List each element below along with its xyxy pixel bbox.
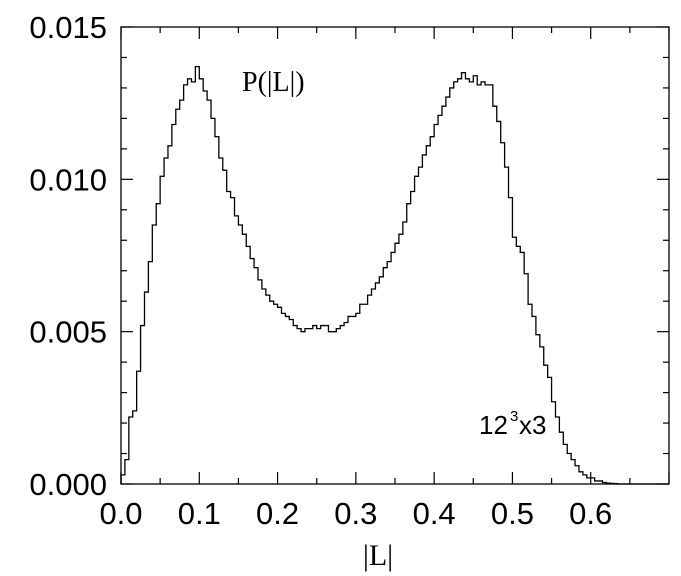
x-tick-label: 0.2: [256, 496, 299, 531]
lattice-size-label: 12 3 x3: [479, 408, 546, 440]
histogram-step-line: [120, 65, 669, 485]
x-tick-label: 0.6: [569, 496, 612, 531]
x-tick-label: 0.3: [334, 496, 377, 531]
plot-frame: [120, 26, 670, 485]
y-tick-label: 0.000: [29, 467, 107, 502]
x-tick-label: 0.4: [413, 496, 456, 531]
curve-label: P(|L|): [242, 67, 305, 98]
y-tick-label: 0.010: [29, 162, 107, 197]
x-tick-label: 0.5: [491, 496, 534, 531]
tick-labels: 0.0 0.1 0.2 0.3 0.4 0.5 0.6 0.000 0.005 0.010 0.01…: [29, 10, 612, 531]
y-tick-label: 0.005: [29, 315, 107, 350]
lattice-base: 12: [479, 410, 508, 440]
x-tick-label: 0.0: [99, 496, 142, 531]
x-axis-label: |L|: [363, 539, 393, 572]
lattice-exponent: 3: [510, 408, 518, 425]
y-tick-label: 0.015: [29, 10, 107, 45]
axis-ticks: [120, 26, 670, 485]
x-tick-label: 0.1: [178, 496, 221, 531]
lattice-tail: x3: [519, 410, 546, 440]
